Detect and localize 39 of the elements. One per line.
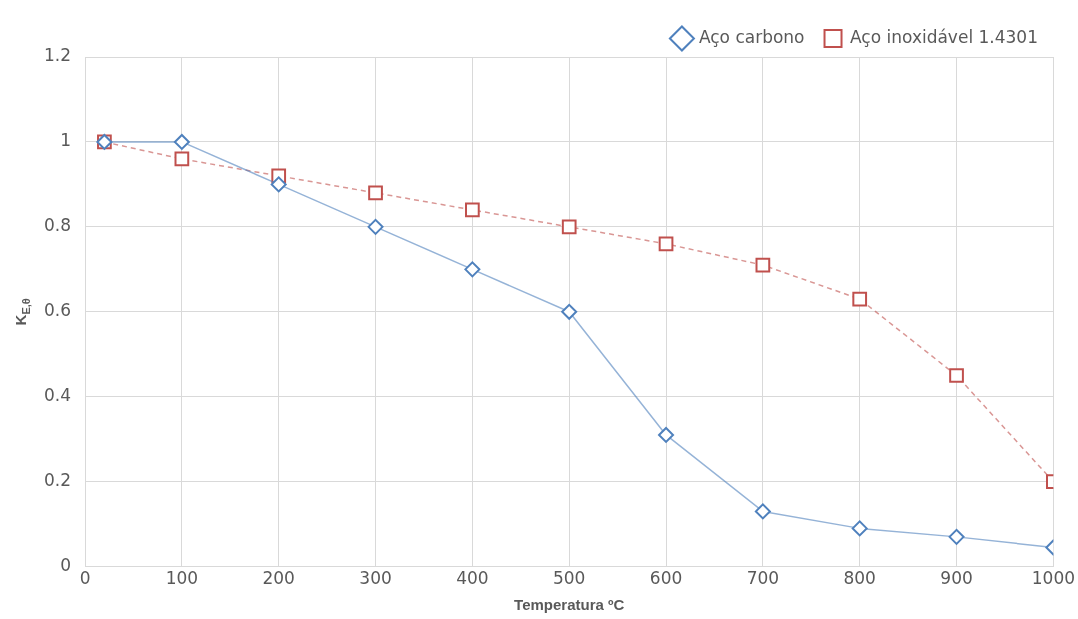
y-tick-label: 1.2 [43,45,72,66]
y-axis-title: KE,θ [12,298,33,326]
point [755,257,771,273]
x-tick-label: 100 [165,568,199,589]
x-tick-label: 400 [456,568,489,589]
point [754,503,771,520]
point [270,176,287,193]
x-tick-label: 800 [843,568,876,589]
x-tick-label: 500 [552,568,586,589]
legend-label: Aço carbono [698,26,805,47]
x-tick-label: 200 [262,568,295,589]
x-tick-label: 0 [79,568,91,589]
x-tick-label: 1000 [1031,568,1075,589]
y-tick-label: 0.8 [43,215,72,236]
x-tick-label: 600 [649,568,683,589]
y-tick-label: 0 [60,555,72,576]
point [561,303,578,320]
point [851,520,868,537]
point [367,218,384,235]
point [464,261,481,278]
point [561,219,577,235]
x-axis-title: Temperatura ºC [514,596,625,614]
y-tick-label: 0.6 [43,300,72,321]
x-tick-label: 700 [746,568,780,589]
point [465,202,480,218]
point [658,236,674,252]
point [949,368,964,383]
x-tick-label: 900 [940,568,973,589]
point [173,133,190,150]
point [174,151,190,167]
point [658,426,675,443]
point [948,528,965,545]
point [852,291,868,307]
legend-label: Aço inoxidável 1.4301 [850,26,1038,47]
y-tick-label: 0.2 [43,470,72,491]
y-tick-label: 0.4 [43,385,72,406]
y-tick-label: 1 [60,130,72,151]
point [368,185,383,201]
x-tick-label: 300 [359,568,392,589]
